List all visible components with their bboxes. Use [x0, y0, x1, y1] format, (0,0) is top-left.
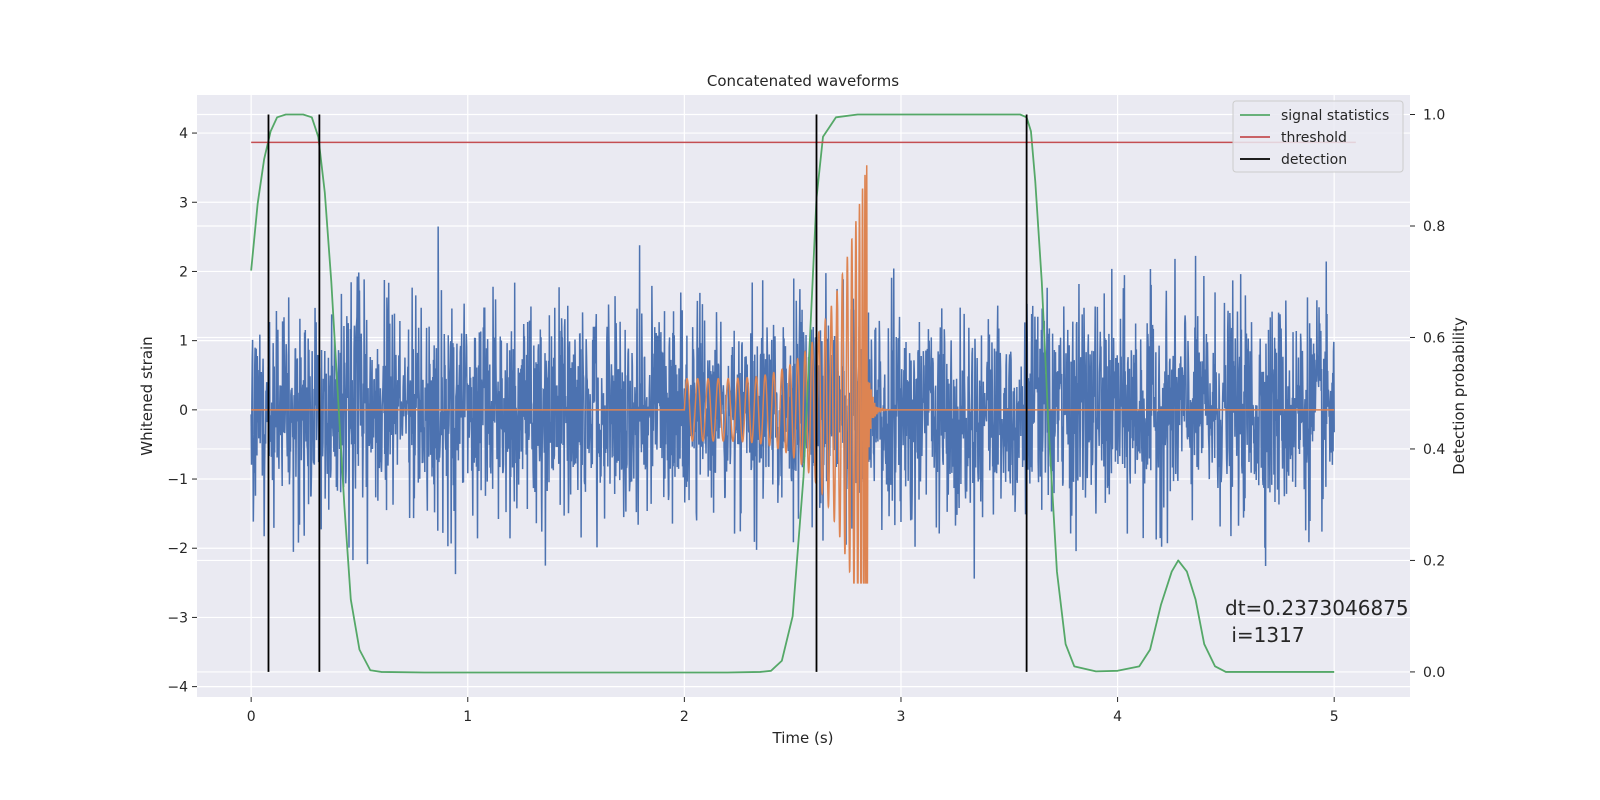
x-tick-label-1: 1	[463, 709, 472, 725]
legend-frame	[1232, 100, 1404, 173]
chirp-series-layer	[251, 165, 1335, 584]
x-tick-label-0: 0	[247, 709, 256, 725]
x-tick-label-3: 3	[897, 709, 906, 725]
x-axis-label: Time (s)	[772, 729, 834, 747]
x-tick-label-4: 4	[1113, 709, 1122, 725]
y-axis-label: Whitened strain	[138, 336, 156, 455]
y-tick-label-2: −2	[167, 541, 188, 557]
chart-title: Concatenated waveforms	[707, 72, 899, 90]
tick-layer: 0 1 2 3 4 5 −4 −3 −2 −1 0 1 2 3 4 0.0 0.2 0.4 0.6 0.8 1.0	[167, 108, 1445, 725]
y2-tick-label-5: 1.0	[1423, 108, 1445, 124]
y-tick-label-6: 2	[179, 264, 188, 280]
legend-label-signal-statistics: signal statistics	[1281, 108, 1389, 124]
x-tick-label-2: 2	[680, 709, 689, 725]
y2-tick-label-2: 0.4	[1423, 442, 1445, 458]
y-tick-label-0: −4	[167, 680, 188, 696]
right-axis-series-layer	[250, 113, 1356, 674]
annotation-index: i=1317	[1225, 623, 1305, 647]
y2-tick-label-4: 0.8	[1423, 219, 1445, 235]
annotation-dt: dt=0.2373046875	[1225, 596, 1409, 620]
x-tick-label-5: 5	[1330, 709, 1339, 725]
y-tick-label-5: 1	[179, 334, 188, 350]
y2-axis-label: Detection probability	[1450, 317, 1468, 475]
y-tick-label-1: −3	[167, 610, 188, 626]
signal-statistics-line	[250, 113, 1335, 674]
y-tick-label-8: 4	[179, 126, 188, 142]
y2-tick-label-1: 0.2	[1423, 553, 1445, 569]
legend: signal statistics threshold detection	[1232, 100, 1404, 173]
chirp-series-line	[251, 165, 1335, 584]
y2-tick-label-3: 0.6	[1423, 330, 1445, 346]
y-tick-label-4: 0	[179, 403, 188, 419]
legend-label-threshold: threshold	[1281, 130, 1347, 146]
y-tick-label-7: 3	[179, 195, 188, 211]
y-tick-label-3: −1	[167, 472, 188, 488]
y2-tick-label-0: 0.0	[1423, 665, 1445, 681]
legend-label-detection: detection	[1281, 152, 1347, 168]
